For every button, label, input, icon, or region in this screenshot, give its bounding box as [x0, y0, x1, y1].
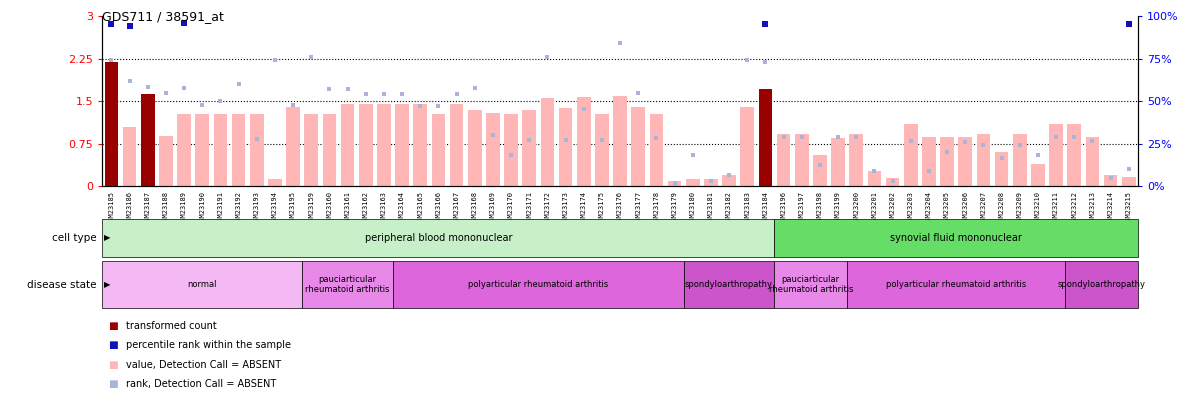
Bar: [1104, 175, 1117, 186]
Text: cell type: cell type: [52, 233, 96, 243]
Bar: [704, 179, 718, 186]
Text: disease state: disease state: [26, 279, 96, 290]
Text: synovial fluid mononuclear: synovial fluid mononuclear: [890, 233, 1022, 243]
Bar: [1031, 164, 1045, 186]
Bar: [305, 114, 318, 186]
Bar: [904, 124, 917, 186]
Bar: [141, 94, 154, 186]
Bar: [668, 181, 681, 186]
Bar: [431, 114, 445, 186]
Bar: [686, 179, 700, 186]
Text: normal: normal: [188, 280, 217, 289]
Text: percentile rank within the sample: percentile rank within the sample: [126, 341, 291, 350]
Bar: [1068, 124, 1081, 186]
Text: value, Detection Call = ABSENT: value, Detection Call = ABSENT: [126, 360, 282, 370]
Bar: [177, 114, 191, 186]
Bar: [684, 261, 774, 308]
Bar: [849, 134, 863, 186]
Bar: [287, 107, 300, 186]
Bar: [395, 104, 409, 186]
Bar: [102, 261, 302, 308]
Bar: [504, 114, 518, 186]
Bar: [940, 137, 954, 186]
Text: ■: ■: [108, 360, 118, 370]
Text: ■: ■: [108, 341, 118, 350]
Bar: [195, 114, 209, 186]
Bar: [922, 137, 936, 186]
Bar: [868, 171, 881, 186]
Bar: [813, 155, 827, 186]
Bar: [393, 261, 684, 308]
Bar: [577, 97, 590, 186]
Bar: [722, 175, 736, 186]
Bar: [848, 261, 1066, 308]
Text: spondyloarthropathy: spondyloarthropathy: [685, 280, 773, 289]
Bar: [740, 107, 754, 186]
Bar: [650, 114, 663, 186]
Bar: [831, 138, 845, 186]
Bar: [774, 219, 1138, 257]
Bar: [486, 113, 500, 186]
Bar: [105, 62, 118, 186]
Text: spondyloarthropathy: spondyloarthropathy: [1057, 280, 1145, 289]
Bar: [523, 110, 536, 186]
Bar: [976, 134, 990, 186]
Text: ■: ■: [108, 379, 118, 389]
Bar: [377, 104, 391, 186]
Bar: [231, 114, 246, 186]
Text: pauciarticular
rheumatoid arthritis: pauciarticular rheumatoid arthritis: [768, 275, 854, 294]
Bar: [995, 152, 1009, 186]
Bar: [468, 110, 482, 186]
Text: polyarticular rheumatoid arthritis: polyarticular rheumatoid arthritis: [468, 280, 608, 289]
Text: ▶: ▶: [104, 233, 110, 243]
Bar: [1086, 137, 1099, 186]
Bar: [777, 134, 790, 186]
Bar: [323, 114, 336, 186]
Bar: [613, 96, 627, 186]
Bar: [1049, 124, 1063, 186]
Bar: [159, 136, 172, 186]
Bar: [450, 104, 464, 186]
Text: ■: ■: [108, 321, 118, 331]
Bar: [268, 179, 282, 186]
Text: polyarticular rheumatoid arthritis: polyarticular rheumatoid arthritis: [886, 280, 1026, 289]
Bar: [595, 114, 609, 186]
Bar: [559, 108, 572, 186]
Bar: [886, 178, 899, 186]
Bar: [1066, 261, 1138, 308]
Bar: [631, 107, 645, 186]
Bar: [958, 137, 972, 186]
Text: pauciarticular
rheumatoid arthritis: pauciarticular rheumatoid arthritis: [306, 275, 390, 294]
Bar: [774, 261, 848, 308]
Bar: [1013, 134, 1027, 186]
Text: peripheral blood mononuclear: peripheral blood mononuclear: [365, 233, 512, 243]
Bar: [759, 89, 772, 186]
Bar: [359, 104, 372, 186]
Bar: [250, 114, 264, 186]
Text: ▶: ▶: [104, 280, 110, 289]
Bar: [341, 104, 354, 186]
Bar: [213, 114, 228, 186]
Bar: [302, 261, 393, 308]
Bar: [102, 219, 774, 257]
Bar: [1122, 177, 1135, 186]
Bar: [413, 104, 427, 186]
Text: GDS711 / 38591_at: GDS711 / 38591_at: [102, 10, 224, 23]
Bar: [795, 134, 809, 186]
Bar: [123, 127, 136, 186]
Text: transformed count: transformed count: [126, 321, 217, 331]
Text: rank, Detection Call = ABSENT: rank, Detection Call = ABSENT: [126, 379, 277, 389]
Bar: [541, 98, 554, 186]
